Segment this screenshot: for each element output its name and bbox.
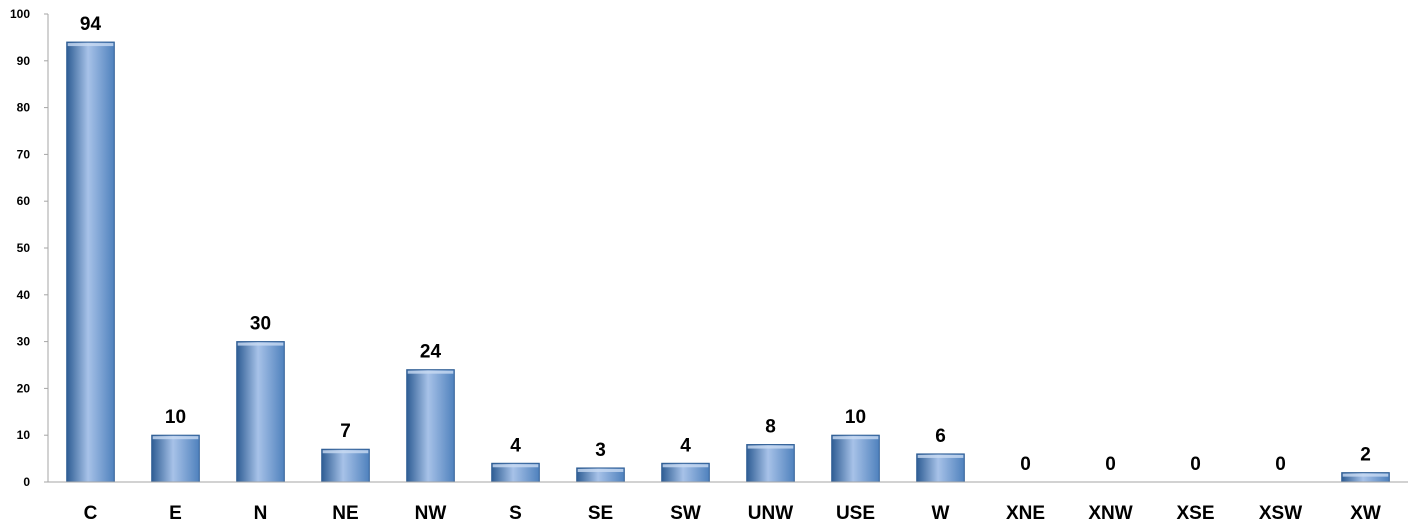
- bar-e: [151, 434, 200, 483]
- data-label-s: 4: [510, 435, 521, 456]
- data-label-sw: 4: [680, 435, 691, 456]
- x-tick-label-xnw: XNW: [1088, 503, 1132, 524]
- x-tick-label-n: N: [254, 503, 268, 524]
- bar-use: [831, 434, 880, 483]
- y-tick-label: 50: [17, 241, 31, 255]
- y-tick-label: 90: [17, 54, 31, 68]
- data-label-se: 3: [595, 440, 606, 461]
- y-tick-label: 40: [17, 288, 31, 302]
- x-tick-label-use: USE: [836, 503, 875, 524]
- y-tick-label: 0: [23, 475, 30, 489]
- data-label-w: 6: [935, 426, 946, 447]
- bar-highlight: [67, 43, 114, 47]
- data-label-c: 94: [80, 14, 102, 35]
- y-tick-label: 100: [10, 7, 30, 21]
- x-tick-label-ne: NE: [332, 503, 358, 524]
- data-label-xsw: 0: [1275, 454, 1286, 475]
- data-label-xnw: 0: [1105, 454, 1116, 475]
- data-label-unw: 8: [765, 417, 776, 438]
- x-tick-label-sw: SW: [670, 503, 701, 524]
- x-tick-label-w: W: [932, 503, 950, 524]
- data-label-e: 10: [165, 407, 186, 428]
- bar-highlight: [832, 436, 879, 440]
- data-label-xw: 2: [1360, 445, 1371, 466]
- bar-highlight: [322, 450, 369, 454]
- x-tick-label-xne: XNE: [1006, 503, 1045, 524]
- bar-highlight: [917, 454, 964, 458]
- y-tick-label: 60: [17, 194, 31, 208]
- data-label-ne: 7: [340, 421, 351, 442]
- x-tick-label-c: C: [84, 503, 98, 524]
- bar-nw: [406, 369, 455, 483]
- y-tick-label: 20: [17, 381, 31, 395]
- data-label-use: 10: [845, 407, 866, 428]
- x-tick-label-e: E: [169, 503, 182, 524]
- bar-highlight: [407, 370, 454, 374]
- bar-ne: [321, 448, 370, 483]
- data-label-n: 30: [250, 314, 271, 335]
- bar-unw: [746, 444, 795, 483]
- x-tick-label-xw: XW: [1350, 503, 1381, 524]
- x-tick-label-se: SE: [588, 503, 613, 524]
- y-tick-label: 80: [17, 101, 31, 115]
- y-tick-label: 10: [17, 428, 31, 442]
- data-label-xse: 0: [1190, 454, 1201, 475]
- y-tick-label: 70: [17, 147, 31, 161]
- y-tick-label: 30: [17, 335, 31, 349]
- data-label-nw: 24: [420, 342, 442, 363]
- bars: 94 10 30 7 24 4 3 4 8 10 6 0 0 0 0 2: [66, 14, 1390, 483]
- x-tick-label-s: S: [509, 503, 522, 524]
- x-tick-label-xse: XSE: [1176, 503, 1214, 524]
- bar-highlight: [152, 436, 199, 440]
- y-axis: 0 10 20 30 40 50 60 70 80 90 100: [10, 7, 49, 489]
- data-label-xne: 0: [1020, 454, 1031, 475]
- x-axis: C E N NE NW S SE SW UNW USE W XNE XNW XSE XSW XW: [48, 481, 1408, 524]
- bar-highlight: [492, 464, 539, 468]
- bar-highlight: [237, 342, 284, 346]
- bar-highlight: [662, 464, 709, 468]
- x-tick-label-unw: UNW: [748, 503, 793, 524]
- bar-highlight: [1342, 473, 1389, 477]
- bar-c: [66, 41, 115, 483]
- bar-highlight: [747, 445, 794, 449]
- bar-n: [236, 341, 285, 483]
- bar-w: [916, 453, 965, 483]
- x-tick-label-xsw: XSW: [1259, 503, 1302, 524]
- bar-highlight: [577, 468, 624, 472]
- x-tick-label-nw: NW: [415, 503, 447, 524]
